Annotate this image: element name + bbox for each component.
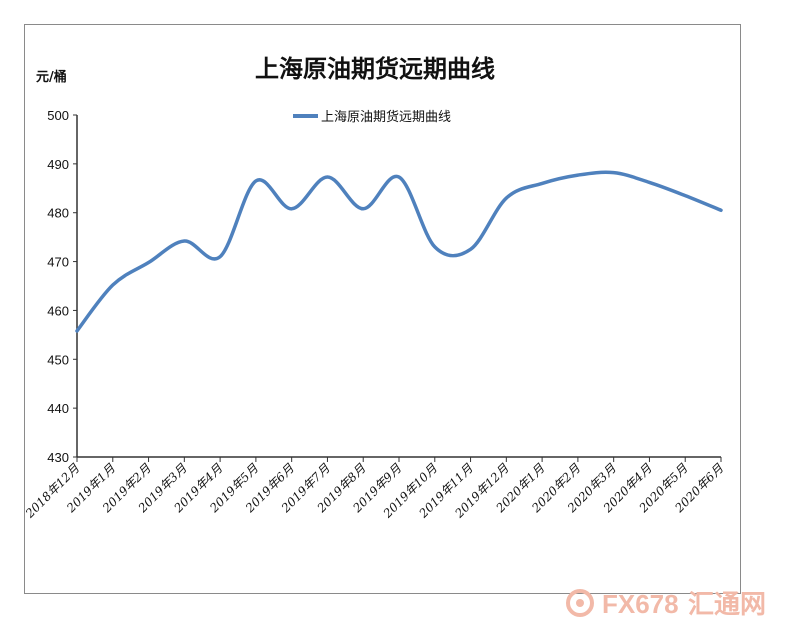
series-group bbox=[75, 170, 723, 333]
y-tick-label: 430 bbox=[47, 450, 69, 465]
y-tick-label: 460 bbox=[47, 303, 69, 318]
legend-label: 上海原油期货远期曲线 bbox=[321, 109, 451, 125]
y-tick-label: 500 bbox=[47, 108, 69, 123]
y-axis-unit: 元/桶 bbox=[36, 69, 67, 85]
watermark-brand: FX678 bbox=[602, 589, 679, 619]
series-line-0 bbox=[75, 170, 723, 333]
chart-svg: 上海原油期货远期曲线 元/桶 上海原油期货远期曲线 430 440 450 460 47… bbox=[25, 55, 727, 522]
watermark-cn: 汇通网 bbox=[688, 589, 766, 619]
swirl-logo-icon bbox=[566, 589, 594, 617]
x-tick-labels: 2018年12月2019年1月2019年2月2019年3月2019年4月2019… bbox=[25, 461, 727, 522]
y-tick-label: 490 bbox=[47, 157, 69, 172]
y-tick-labels: 430 440 450 460 470 480 490 500 bbox=[47, 108, 69, 465]
chart-frame: 上海原油期货远期曲线 元/桶 上海原油期货远期曲线 430 440 450 460 47… bbox=[24, 24, 741, 594]
axes bbox=[73, 114, 722, 462]
y-tick-label: 440 bbox=[47, 401, 69, 416]
chart-title: 上海原油期货远期曲线 bbox=[255, 55, 495, 83]
watermark: FX678 汇通网 bbox=[566, 589, 766, 619]
y-tick-label: 480 bbox=[47, 206, 69, 221]
y-tick-label: 470 bbox=[47, 255, 69, 270]
y-tick-label: 450 bbox=[47, 352, 69, 367]
legend: 上海原油期货远期曲线 bbox=[293, 109, 451, 125]
